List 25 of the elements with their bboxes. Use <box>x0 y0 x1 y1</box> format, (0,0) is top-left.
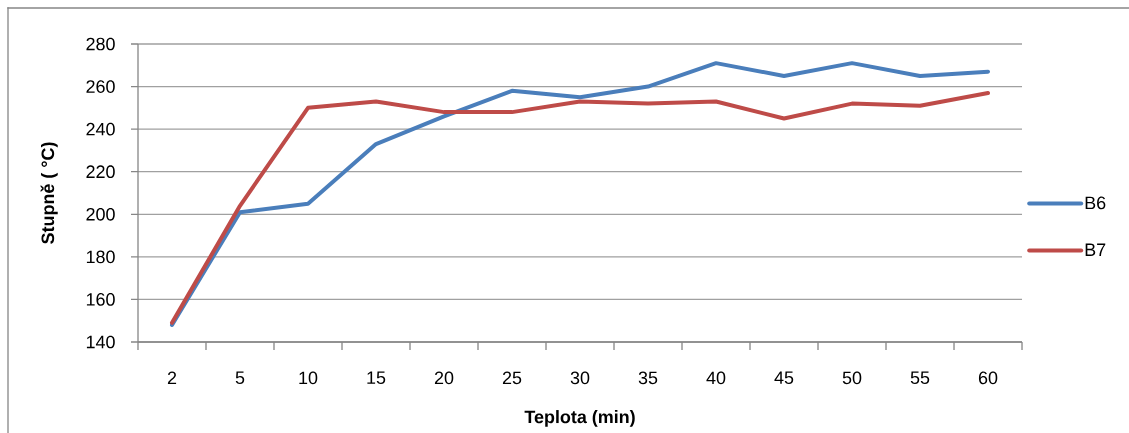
x-tick-label: 20 <box>434 371 454 385</box>
x-tick-label: 40 <box>706 371 726 385</box>
y-tick-label: 260 <box>86 80 115 93</box>
x-tick-label: 5 <box>235 371 245 385</box>
x-tick-label: 10 <box>299 371 318 385</box>
y-tick-label: 180 <box>86 250 115 264</box>
y-tick-label: 280 <box>86 37 115 51</box>
y-axis-title: Stupně ( °C) <box>40 142 58 244</box>
y-tick-label: 140 <box>86 335 115 349</box>
y-tick-label: 200 <box>86 207 115 221</box>
y-tick-label: 160 <box>86 293 115 306</box>
x-tick-label: 35 <box>638 371 658 385</box>
x-tick-label: 55 <box>910 371 930 385</box>
x-tick-label: 50 <box>842 371 862 385</box>
y-tick-label: 240 <box>86 122 115 136</box>
x-tick-label: 2 <box>167 371 177 385</box>
x-tick-label: 25 <box>502 371 522 385</box>
x-tick-label: 30 <box>570 371 590 385</box>
x-axis-title: Teplota (min) <box>524 410 635 427</box>
x-tick-label: 45 <box>774 371 794 385</box>
y-tick-label: 220 <box>86 165 115 179</box>
x-tick-label: 60 <box>978 371 998 385</box>
x-tick-label: 15 <box>367 371 386 385</box>
legend-label: B6 <box>1085 196 1106 210</box>
legend-label: B7 <box>1085 243 1106 256</box>
